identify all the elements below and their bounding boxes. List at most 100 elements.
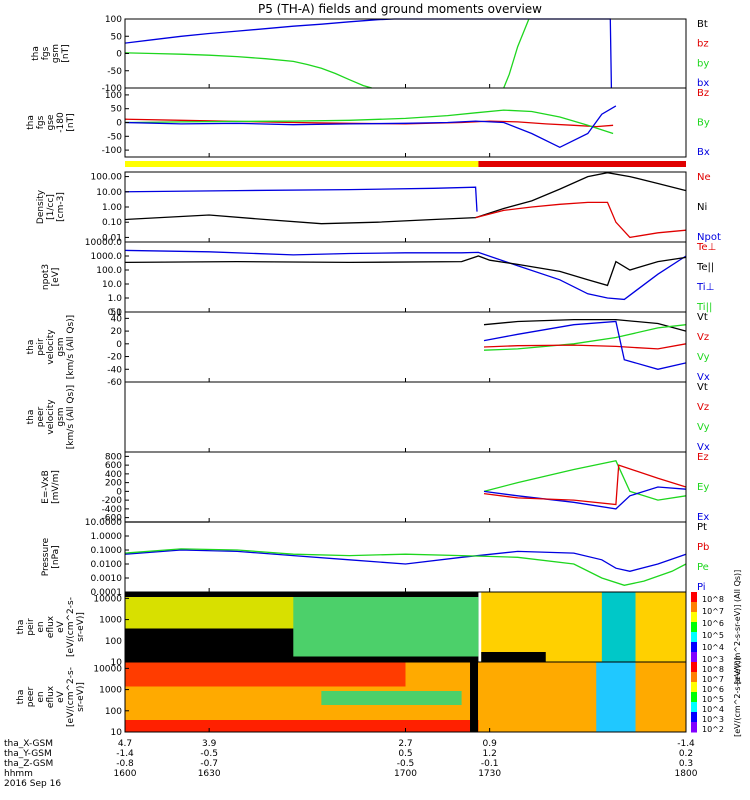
y-tick-label: 100 [105, 637, 122, 647]
y-tick-label: 0.01 [102, 233, 122, 243]
y-tick-label: -60 [107, 378, 122, 388]
series-line-bx [124, 18, 613, 89]
y-tick-label: -50 [107, 67, 122, 77]
series-line-Bz [124, 118, 614, 128]
y-tick-label: 10 [111, 728, 123, 738]
panel-1: 100 50 0 -50 -100 tha fgs gsm [nT] Bt bz by bx [31, 15, 709, 94]
colorbar-tick-label: 10^2 [702, 725, 724, 734]
y-axis-label-line: tha [26, 410, 36, 425]
x-tick-label: 1700 [394, 769, 417, 779]
colorbar-tick-label: 10^8 [702, 595, 724, 604]
y-tick-label: -40 [107, 365, 122, 375]
x-tick-label: 1630 [198, 769, 221, 779]
panel-6: tha peer velocity gsm [km/s (All Qs)] Vt Vz Vy V… [26, 381, 710, 453]
series-line-Ni [124, 172, 687, 225]
x-tick-label: 2.7 [398, 739, 412, 749]
y-axis-label-line: fgs [41, 46, 51, 60]
y-tick-label: 100 [105, 91, 122, 101]
x-tick-label: -1.4 [116, 749, 134, 759]
colorbar: 10^810^710^610^510^410^310^2 [eV/(cm^2-s-… [691, 657, 742, 737]
legend-entry: Te|| [696, 262, 714, 273]
legend-entry: Vx [697, 372, 710, 383]
y-axis-label: tha peer velocity gsm [km/s (All Qs)] [26, 385, 76, 449]
y-tick-label: -100 [102, 146, 123, 156]
legend-entry: Npot [697, 232, 721, 243]
legend-entry: By [697, 118, 710, 129]
y-tick-label: 1.0 [108, 294, 123, 304]
legend-entry: Vy [697, 352, 710, 363]
y-tick-label: -100 [102, 84, 123, 94]
y-tick-label: 40 [111, 314, 123, 324]
y-axis-label: tha peir en eflux eV [eV/(cm^2-s-sr-eV)] [16, 597, 86, 657]
legend-entry: bx [697, 78, 709, 89]
series-line-Ey [483, 460, 687, 501]
legend-entry: Bz [697, 88, 709, 99]
y-tick-label: 0.10 [102, 218, 122, 228]
x-tick-label: 4.7 [118, 739, 132, 749]
x-tick-label: 1730 [478, 769, 501, 779]
colorbar-tick-label: 10^6 [702, 619, 724, 628]
colorbar-title: [eV/(cm^2-s-sr-eV)] [733, 657, 742, 737]
y-tick-label: 10 [111, 658, 123, 668]
y-axis-label-line: Pressure [41, 537, 51, 576]
colorbar-title: [eV/(cm^2-s-sr-eV)] (All Qs)] [733, 570, 742, 685]
y-axis-label: Pressure [nPa] [41, 537, 61, 576]
y-axis-label-line: [eV/(cm^2-s- [66, 597, 76, 657]
y-axis-label: E=-VxB [mV/m] [41, 470, 61, 504]
panel-frame [124, 18, 687, 89]
y-tick-label: 10000 [93, 594, 122, 604]
y-axis-label: npot3 [eV] [41, 264, 61, 290]
series-line-by [503, 18, 530, 89]
x-tick-label: -1.4 [677, 739, 695, 749]
spectrogram-band [125, 720, 479, 732]
y-axis-label-line: [km/s (All Qs)] [66, 315, 76, 379]
y-tick-label: 1.0000 [91, 532, 123, 542]
series-line-Ex [483, 486, 687, 510]
spectrogram-band [321, 691, 462, 705]
y-axis-label-line: peer [26, 686, 36, 707]
y-axis-label-line: gsm [56, 407, 66, 426]
y-tick-label: 0.0100 [91, 560, 123, 570]
legend-entry: Bx [697, 147, 710, 158]
colorbar-tick-label: 10^5 [702, 631, 724, 640]
y-axis-label-line: gsm [51, 44, 61, 63]
panel-frame [124, 171, 687, 243]
series-line-Ti [124, 249, 687, 301]
y-tick-label: 10000.0 [85, 238, 122, 248]
panel-mode-bar [125, 161, 686, 167]
y-tick-label: 0.1000 [91, 546, 123, 556]
legend-entry: Vy [697, 422, 710, 433]
legend-entry: Pt [697, 522, 707, 533]
legend-entry: Ey [697, 482, 709, 493]
x-axis-row-label: hhmm [4, 769, 33, 779]
colorbar-tick-label: 10^3 [702, 715, 724, 724]
legend-entry: by [697, 58, 709, 69]
colorbar-segment [691, 592, 697, 603]
spectrogram-band [481, 652, 546, 662]
y-axis-label-line: peir [36, 338, 46, 356]
colorbar-segment [691, 722, 697, 733]
legend-entry: Vz [697, 402, 709, 413]
colorbar-segment [691, 702, 697, 713]
y-axis-label-line: gse [46, 114, 56, 130]
mode-bar-segment [478, 161, 686, 167]
y-tick-label: 100.0 [96, 266, 122, 276]
y-tick-label: 10.0000 [85, 518, 122, 528]
panel-frame [124, 381, 687, 453]
colorbar-tick-label: 10^6 [702, 685, 724, 694]
series-line-Npot [124, 186, 478, 212]
y-tick-label: -20 [107, 353, 122, 363]
y-axis-label-line: sr-eV)] [76, 682, 86, 712]
y-tick-label: 0 [116, 119, 122, 129]
x-axis-row-label: tha_X-GSM [4, 739, 53, 749]
y-axis-label-line: eV [56, 620, 66, 633]
series-line-Vy [483, 324, 687, 351]
y-tick-label: 0.1 [108, 308, 122, 318]
panel-2: 100 50 0 -50 -100 tha fgs gse -180 [nT] Bz By Bx [26, 87, 710, 158]
legend-entry: Ex [697, 512, 709, 523]
y-axis-label-line: tha [26, 340, 36, 355]
x-tick-label: -0.7 [200, 759, 218, 769]
panel-frame [124, 451, 687, 523]
y-axis-label-line: velocity [46, 329, 56, 365]
y-tick-label: 50 [111, 32, 123, 42]
